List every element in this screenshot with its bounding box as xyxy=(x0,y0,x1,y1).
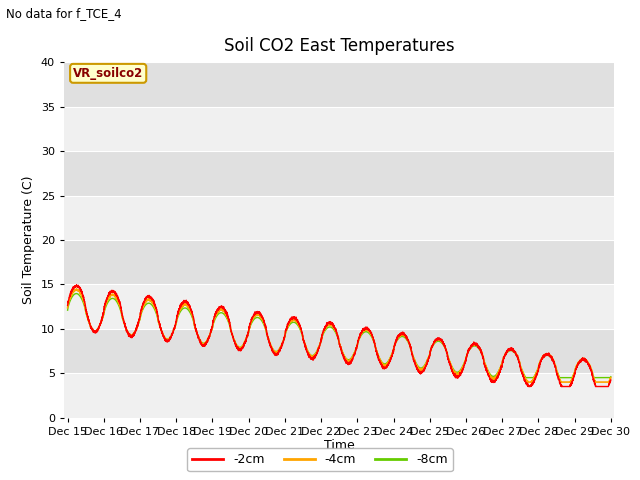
Bar xyxy=(64,107,614,151)
Y-axis label: Soil Temperature (C): Soil Temperature (C) xyxy=(22,176,35,304)
X-axis label: Time: Time xyxy=(324,439,355,453)
Text: No data for f_TCE_4: No data for f_TCE_4 xyxy=(6,7,122,20)
Legend: -2cm, -4cm, -8cm: -2cm, -4cm, -8cm xyxy=(187,448,453,471)
Bar xyxy=(64,373,614,418)
Bar xyxy=(64,329,614,373)
Title: Soil CO2 East Temperatures: Soil CO2 East Temperatures xyxy=(224,37,454,55)
Bar xyxy=(64,240,614,284)
Bar xyxy=(64,62,614,107)
Bar xyxy=(64,284,614,329)
Bar xyxy=(64,151,614,196)
Bar xyxy=(64,196,614,240)
Text: VR_soilco2: VR_soilco2 xyxy=(73,67,143,80)
